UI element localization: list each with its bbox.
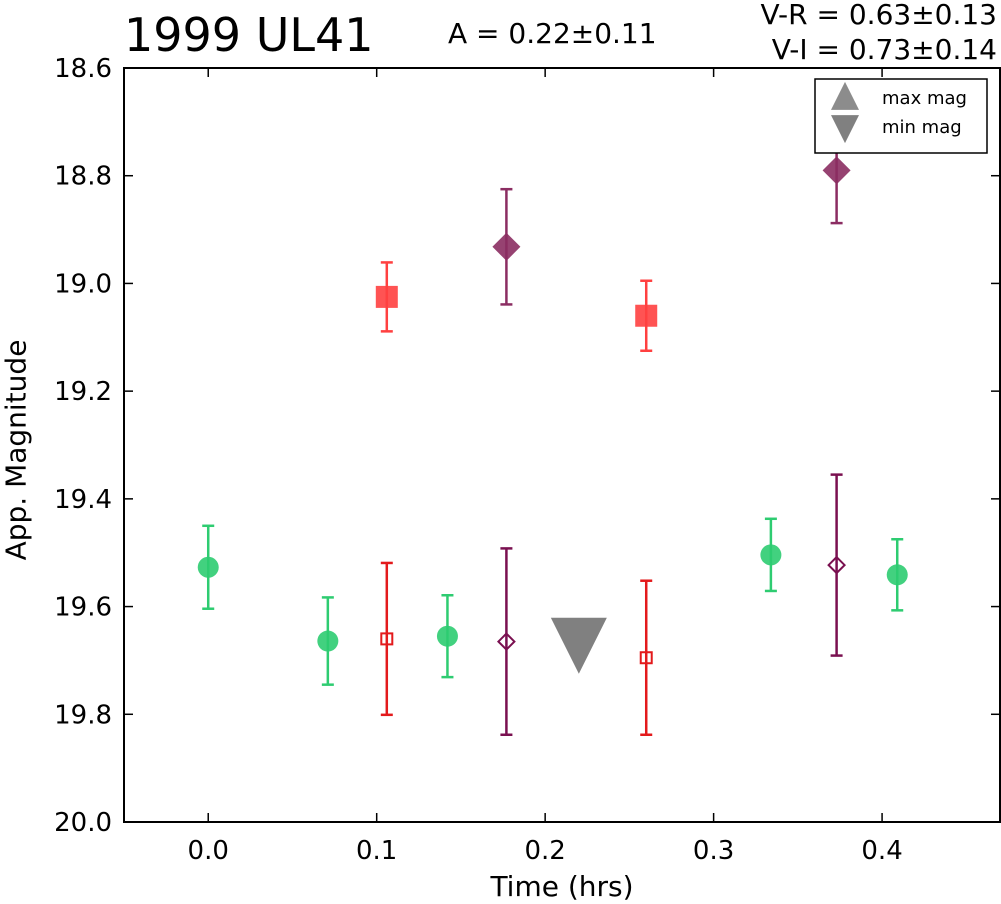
data-point xyxy=(827,473,847,657)
y-axis-label: App. Magnitude xyxy=(0,339,33,561)
legend-label: max mag xyxy=(882,88,967,109)
x-tick-label: 0.1 xyxy=(356,836,397,866)
y-tick-label: 19.6 xyxy=(54,593,112,623)
legend-label: min mag xyxy=(882,117,962,138)
y-tick-label: 19.8 xyxy=(54,700,112,730)
diamond-marker xyxy=(496,632,516,651)
y-tick-label: 19.4 xyxy=(54,485,112,515)
circle-marker xyxy=(197,556,219,578)
diamond-marker xyxy=(492,232,521,261)
circle-marker xyxy=(760,544,782,566)
diamond-marker xyxy=(827,555,847,575)
x-tick-label: 0.4 xyxy=(861,836,902,866)
triangle-down-marker xyxy=(550,617,607,674)
data-point xyxy=(375,261,398,333)
data-point xyxy=(635,279,658,352)
circle-marker xyxy=(317,630,339,652)
square-marker xyxy=(639,651,653,665)
data-point xyxy=(436,594,458,679)
circle-marker xyxy=(886,564,908,586)
data-point xyxy=(197,524,219,610)
x-tick-label: 0.2 xyxy=(524,836,565,866)
y-tick-label: 18.6 xyxy=(54,54,112,84)
x-tick-label: 0.0 xyxy=(188,836,229,866)
data-point xyxy=(317,596,339,686)
chart-title: 1999 UL41 xyxy=(124,8,374,62)
chart-marks xyxy=(197,116,908,737)
x-axis-label: Time (hrs) xyxy=(490,870,634,903)
data-point xyxy=(886,538,908,612)
square-marker xyxy=(635,304,658,327)
y-tick-label: 20.0 xyxy=(54,808,112,838)
y-tick-label: 18.8 xyxy=(54,162,112,192)
data-point xyxy=(639,579,653,737)
square-marker xyxy=(380,632,394,646)
plot-frame xyxy=(123,67,1001,823)
data-point xyxy=(496,547,516,737)
v-i-color-label: V-I = 0.73±0.14 xyxy=(771,33,997,66)
x-tick-label: 0.3 xyxy=(693,836,734,866)
data-point xyxy=(380,561,394,717)
square-marker xyxy=(375,285,398,308)
y-tick-label: 19.2 xyxy=(54,377,112,407)
legend-triangle-up-icon xyxy=(831,81,859,110)
data-point xyxy=(760,517,782,593)
legend-triangle-down-icon xyxy=(831,115,859,144)
data-point xyxy=(550,617,607,674)
y-tick-label: 19.0 xyxy=(54,269,112,299)
axis-ticks: 0.0 0.1 0.2 0.3 0.4 18.6 18.8 19.0 19.2 19.4 19.6 1… xyxy=(54,54,1000,866)
data-point xyxy=(492,187,521,306)
amplitude-label: A = 0.22±0.11 xyxy=(448,17,657,50)
legend: max mag min mag xyxy=(814,78,988,154)
v-r-color-label: V-R = 0.63±0.13 xyxy=(760,0,997,31)
diamond-marker xyxy=(822,156,851,185)
circle-marker xyxy=(436,625,458,647)
